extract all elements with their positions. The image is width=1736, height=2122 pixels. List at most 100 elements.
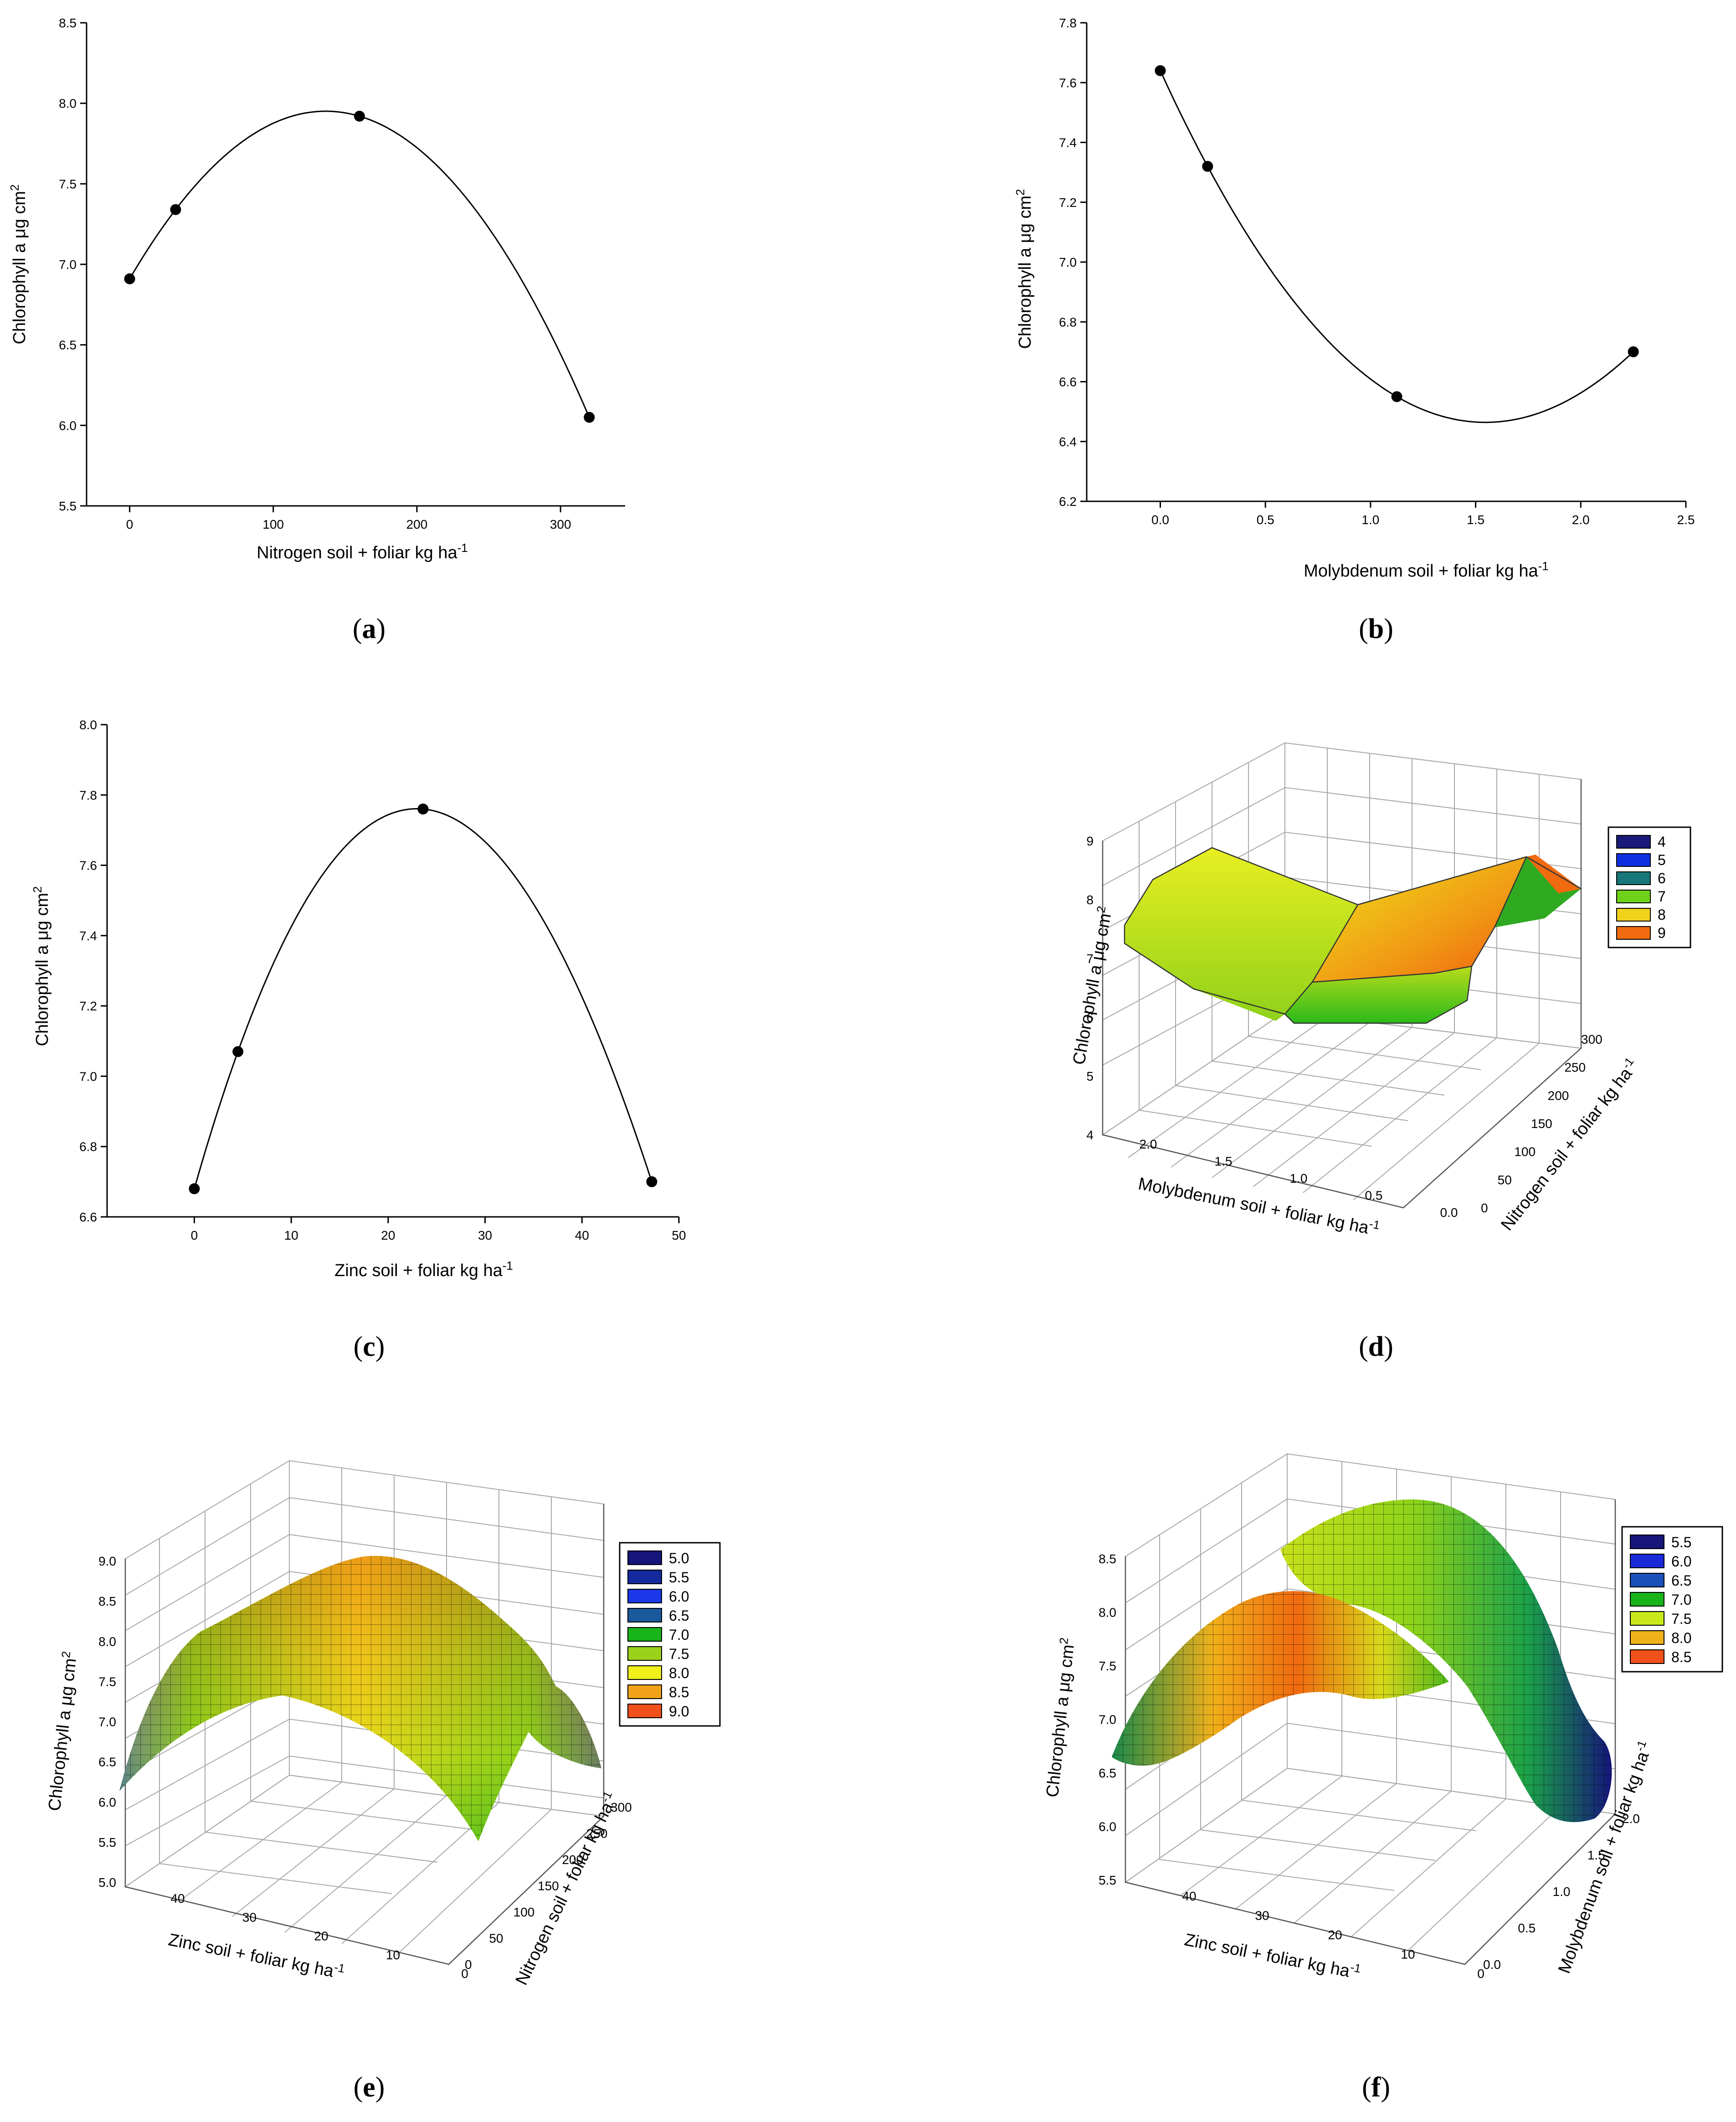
data-point — [417, 803, 429, 815]
y-tick-label: 7.6 — [79, 859, 97, 873]
y-tick-label: 7.4 — [1059, 136, 1077, 150]
x-tick-label: 10 — [386, 1948, 400, 1962]
z-tick-label: 5.5 — [1099, 1873, 1116, 1887]
y-tick-label: 7.2 — [1059, 196, 1077, 210]
data-point — [1628, 346, 1639, 357]
y-tick-label: 1.0 — [1553, 1885, 1571, 1899]
legend-swatch — [1616, 853, 1651, 867]
y-tick-label: 7.2 — [79, 999, 97, 1013]
y-tick-label: 6.4 — [1059, 435, 1077, 449]
x-tick-label: 0 — [461, 1967, 468, 1981]
x-tick-label: 40 — [575, 1228, 589, 1242]
legend-swatch — [1616, 890, 1651, 903]
chart-a-y-label: Chlorophyll a μg cm2 — [8, 184, 29, 344]
x-tick-label: 40 — [170, 1891, 185, 1906]
x-tick-label: 0.0 — [1440, 1205, 1458, 1220]
data-point — [1391, 391, 1402, 402]
chart-a-x-ticks: 0 100 200 300 — [126, 506, 571, 531]
z-tick-label: 6.0 — [1099, 1820, 1116, 1834]
y-tick-label: 200 — [1548, 1088, 1569, 1102]
z-tick-label: 8 — [1086, 893, 1094, 907]
y-tick-label: 0 — [465, 1957, 472, 1972]
legend-swatch — [1630, 1649, 1664, 1664]
z-tick-label: 9.0 — [98, 1554, 116, 1568]
x-tick-label: 0.0 — [1151, 513, 1169, 527]
x-tick-label: 30 — [242, 1910, 257, 1924]
chart-c-panel-label: (c) — [354, 1331, 385, 1362]
z-tick-label: 6.5 — [98, 1755, 116, 1769]
chart-b-axes — [1086, 23, 1686, 502]
z-tick-label: 7.0 — [98, 1715, 116, 1729]
chart-f-x-ticks: 40 30 20 10 0 — [1182, 1889, 1484, 1981]
chart-e-box — [124, 1460, 605, 1965]
y-tick-label: 100 — [1514, 1145, 1536, 1159]
data-point — [1155, 65, 1166, 76]
chart-f-z-ticks: 5.5 6.0 6.5 7.0 7.5 8.0 8.5 — [1099, 1552, 1116, 1887]
x-tick-label: 20 — [381, 1228, 395, 1242]
legend-label: 5.0 — [669, 1550, 689, 1566]
chart-d-legend: 4 5 6 78 9 — [1608, 826, 1691, 948]
z-tick-label: 7.5 — [1099, 1659, 1116, 1673]
legend-label: 7.0 — [669, 1627, 689, 1643]
data-point — [232, 1046, 244, 1057]
legend-label: 6.0 — [1671, 1553, 1691, 1570]
legend-label: 5 — [1658, 852, 1666, 868]
z-tick-label: 6.0 — [98, 1795, 116, 1809]
y-tick-label: 50 — [489, 1931, 503, 1946]
data-point — [189, 1183, 200, 1195]
y-tick-label: 6.2 — [1059, 494, 1077, 509]
x-tick-label: 300 — [550, 517, 571, 531]
legend-label: 4 — [1658, 834, 1666, 850]
chart-b-panel-label: (b) — [1359, 613, 1393, 644]
chart-e-y-label: Nitrogen soil + foliar kg ha-1 — [510, 1789, 621, 1988]
x-tick-label: 20 — [314, 1929, 328, 1943]
legend-label: 8.0 — [669, 1665, 689, 1681]
z-tick-label: 6 — [1086, 1010, 1094, 1025]
chart-f-y-ticks: 0.0 0.5 1.0 1.5 2.0 — [1483, 1812, 1640, 1972]
z-tick-label: 8.5 — [98, 1594, 116, 1608]
legend-label: 7.5 — [1671, 1611, 1691, 1627]
chart-f-z-label: Chlorophyll a μg cm2 — [1041, 1637, 1079, 1798]
legend-swatch — [1616, 926, 1651, 940]
x-tick-label: 30 — [1255, 1909, 1269, 1923]
legend-swatch — [627, 1665, 662, 1680]
data-point — [646, 1176, 657, 1187]
chart-d-panel-label: (d) — [1359, 1331, 1393, 1362]
legend-swatch — [1630, 1630, 1664, 1645]
chart-d-x-ticks: 2.0 1.5 1.0 0.5 0.0 — [1140, 1137, 1458, 1220]
legend-swatch — [627, 1627, 662, 1642]
legend-label: 5.5 — [669, 1569, 689, 1586]
chart-c-y-label: Chlorophyll a μg cm2 — [31, 886, 52, 1046]
z-tick-label: 5.0 — [98, 1875, 116, 1890]
y-tick-label: 0.0 — [1483, 1957, 1501, 1972]
y-tick-label: 200 — [562, 1853, 583, 1867]
chart-b-x-label: Molybdenum soil + foliar kg ha-1 — [1304, 559, 1548, 581]
y-tick-label: 6.6 — [1059, 375, 1077, 389]
chart-e-z-ticks: 5.0 5.5 6.0 6.5 7.0 7.5 8.0 8.5 9.0 — [98, 1554, 116, 1890]
legend-label: 8.5 — [669, 1684, 689, 1700]
legend-swatch — [627, 1608, 662, 1622]
z-tick-label: 5.5 — [98, 1835, 116, 1849]
chart-a-y-ticks: 5.5 6.0 6.5 7.0 7.5 8.0 8.5 — [59, 16, 87, 513]
legend-label: 5.5 — [1671, 1534, 1691, 1550]
chart-d-surface — [1124, 847, 1582, 1024]
legend-swatch — [1630, 1535, 1664, 1549]
y-tick-label: 8.0 — [79, 718, 97, 732]
legend-swatch — [627, 1589, 662, 1603]
x-tick-label: 100 — [262, 517, 284, 531]
legend-label: 6.5 — [669, 1607, 689, 1624]
legend-label: 6.5 — [1671, 1572, 1691, 1589]
chart-b-y-ticks: 6.2 6.4 6.6 6.8 7.0 7.2 7.4 7.6 7.8 — [1059, 16, 1087, 509]
x-tick-label: 0 — [191, 1228, 198, 1242]
legend-label: 7.0 — [1671, 1592, 1691, 1608]
chart-c: 6.6 6.8 7.0 7.2 7.4 7.6 7.8 8.0 0 10 20 30 40 50 Chl… — [31, 718, 686, 1362]
z-tick-label: 8.5 — [1099, 1552, 1116, 1566]
legend-label: 7 — [1658, 888, 1666, 905]
chart-c-axes — [106, 725, 679, 1218]
y-tick-label: 150 — [1531, 1117, 1552, 1131]
chart-d-z-label: Chlorophyll a μg cm2 — [1067, 905, 1116, 1066]
x-tick-label: 0 — [1477, 1967, 1484, 1981]
y-tick-label: 8.0 — [59, 97, 77, 111]
